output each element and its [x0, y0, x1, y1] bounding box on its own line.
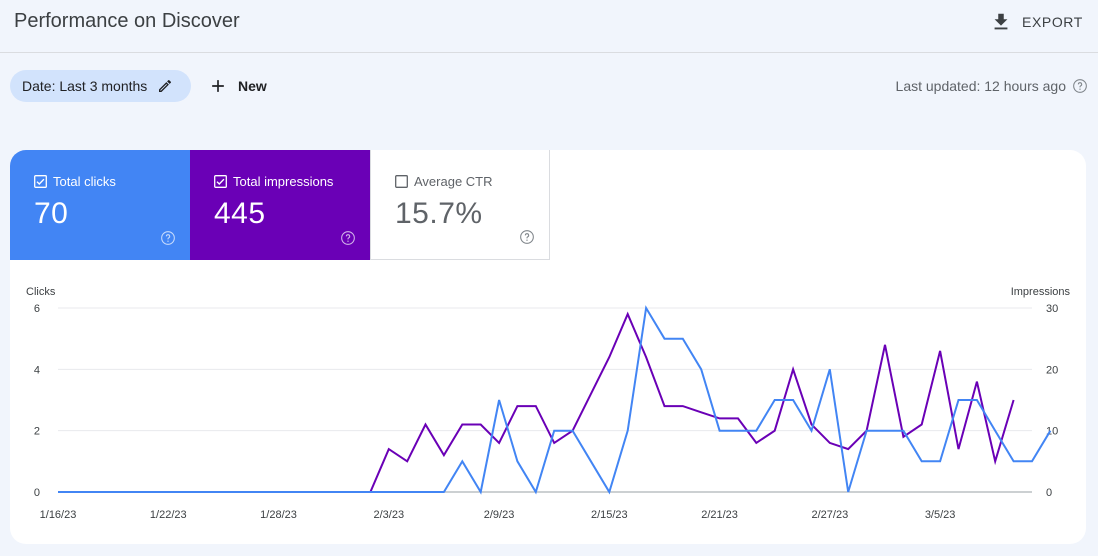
- left-tick-label: 2: [34, 426, 40, 438]
- x-tick-label: 1/28/23: [260, 509, 297, 521]
- performance-card: 0 0 2 10 4 20 6 30 Clicks Impressions 1/16/23 1/22/…: [10, 150, 1086, 544]
- export-label: EXPORT: [1022, 14, 1083, 30]
- header-bar: Performance on Discover EXPORT: [0, 0, 1098, 53]
- filter-toolbar: Date: Last 3 months New Last updated: 12…: [10, 70, 1088, 102]
- metric-total-impressions[interactable]: Total impressions 445: [190, 150, 370, 260]
- export-button[interactable]: EXPORT: [990, 8, 1083, 36]
- metric-label: Total impressions: [233, 174, 334, 189]
- left-tick-label: 6: [34, 303, 40, 315]
- pencil-icon: [159, 79, 172, 92]
- help-icon[interactable]: [160, 230, 176, 246]
- help-icon[interactable]: [519, 229, 535, 245]
- x-tick-label: 1/22/23: [150, 509, 187, 521]
- x-tick-label: 2/9/23: [484, 509, 515, 521]
- clicks-series-line: [58, 305, 1052, 495]
- metric-label: Total clicks: [53, 174, 116, 189]
- checkbox-checked-icon[interactable]: [214, 175, 227, 188]
- date-filter-chip[interactable]: Date: Last 3 months: [10, 70, 191, 102]
- x-tick-label: 2/27/23: [811, 509, 848, 521]
- impressions-series-line: [58, 311, 1015, 493]
- left-tick-label: 0: [34, 487, 40, 499]
- x-tick-label: 3/5/23: [925, 509, 956, 521]
- x-tick-label: 2/15/23: [591, 509, 628, 521]
- metric-value: 70: [34, 197, 69, 230]
- metric-total-clicks[interactable]: Total clicks 70: [10, 150, 190, 260]
- metric-value: 15.7%: [395, 197, 483, 230]
- left-tick-label: 4: [34, 364, 40, 376]
- right-tick-label: 30: [1046, 303, 1058, 315]
- right-axis-label: Impressions: [1011, 286, 1071, 298]
- x-tick-label: 1/16/23: [40, 509, 77, 521]
- checkbox-unchecked-icon[interactable]: [395, 175, 408, 188]
- help-icon[interactable]: [1072, 78, 1088, 94]
- x-tick-label: 2/3/23: [373, 509, 404, 521]
- metric-value: 445: [214, 197, 266, 230]
- date-chip-label: Date: Last 3 months: [22, 78, 148, 94]
- help-icon[interactable]: [340, 230, 356, 246]
- new-filter-button[interactable]: New: [208, 70, 267, 102]
- last-updated-text: Last updated: 12 hours ago: [895, 78, 1066, 94]
- x-tick-label: 2/21/23: [701, 509, 738, 521]
- page-title: Performance on Discover: [14, 10, 240, 32]
- download-icon: [994, 13, 1008, 30]
- left-axis-label: Clicks: [26, 286, 56, 298]
- last-updated: Last updated: 12 hours ago: [896, 70, 1088, 102]
- metric-label: Average CTR: [414, 174, 493, 189]
- right-tick-label: 0: [1046, 487, 1052, 499]
- new-label: New: [238, 78, 267, 94]
- plus-icon: [212, 80, 224, 92]
- checkbox-checked-icon[interactable]: [34, 175, 47, 188]
- right-tick-label: 20: [1046, 364, 1058, 376]
- metric-average-ctr[interactable]: Average CTR 15.7%: [370, 150, 550, 260]
